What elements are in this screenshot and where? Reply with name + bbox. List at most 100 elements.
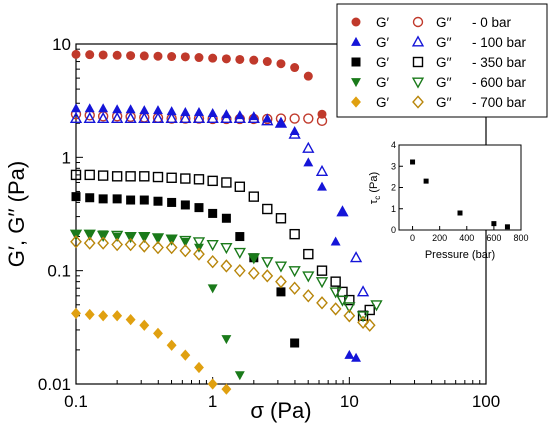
data-point — [302, 271, 315, 283]
data-point — [234, 371, 245, 381]
legend-marker-filled — [351, 17, 361, 27]
data-point — [364, 304, 375, 316]
series-6 — [70, 169, 375, 321]
data-point — [138, 239, 151, 253]
data-point — [71, 192, 81, 202]
data-point — [207, 284, 218, 294]
legend-marker-filled — [351, 36, 361, 46]
data-point — [126, 51, 136, 61]
data-point — [220, 111, 233, 124]
data-point — [194, 203, 204, 213]
data-point — [180, 107, 191, 117]
data-point — [288, 127, 301, 139]
data-point — [125, 171, 136, 182]
main-markers — [69, 49, 383, 395]
data-point — [337, 206, 348, 216]
data-point — [153, 327, 163, 339]
data-point — [330, 276, 341, 287]
data-point — [207, 175, 218, 187]
inset-y-title-main: τ — [368, 199, 380, 204]
data-point — [247, 111, 260, 124]
data-point — [167, 197, 177, 207]
data-point — [275, 213, 287, 224]
data-point — [207, 378, 218, 390]
legend-label-pressure: - 700 bar — [472, 95, 527, 110]
data-point — [316, 296, 328, 310]
series-7 — [71, 230, 259, 381]
inset-y-tick-label: 2 — [391, 183, 396, 193]
series-9 — [71, 307, 232, 395]
data-point — [349, 251, 363, 263]
data-point — [247, 266, 260, 280]
data-point — [274, 261, 288, 273]
data-point — [85, 193, 95, 203]
data-point — [221, 335, 232, 345]
data-point — [71, 49, 81, 59]
data-point — [69, 111, 83, 124]
inset-data-point — [410, 159, 416, 165]
data-point — [221, 54, 231, 64]
data-point — [290, 63, 300, 73]
data-point — [303, 71, 313, 81]
data-point — [247, 253, 260, 265]
data-point — [370, 300, 383, 312]
legend-row: G′ G′′ - 600 bar — [351, 75, 527, 90]
data-point — [317, 181, 327, 191]
data-point — [330, 236, 341, 246]
data-point — [98, 103, 109, 113]
legend-label-gdoubleprime: G′′ — [436, 75, 452, 90]
data-point — [288, 266, 301, 278]
data-point — [85, 50, 95, 60]
data-point — [303, 157, 314, 167]
legend-row: G′ G′′ - 0 bar — [351, 15, 512, 30]
series-4 — [69, 111, 370, 297]
series-3 — [71, 103, 362, 362]
inset-data-point — [491, 221, 497, 227]
data-point — [220, 243, 233, 255]
data-point — [302, 289, 315, 303]
data-point — [262, 57, 272, 67]
inset-data-point — [504, 224, 510, 230]
data-point — [84, 308, 95, 321]
inset-data-point — [457, 210, 463, 216]
legend-label-gprime: G′ — [376, 15, 390, 30]
inset-y-axis: 0 1 2 3 4 — [391, 140, 403, 235]
legend-row: G′ G′′ - 350 bar — [351, 55, 527, 70]
data-point — [139, 105, 150, 115]
x-axis: 0.1 1 10 100 — [64, 377, 500, 411]
inset-y-tick-label: 0 — [391, 225, 396, 235]
legend-marker-filled — [351, 57, 361, 67]
data-point — [302, 141, 315, 153]
data-point — [138, 232, 151, 244]
data-point — [111, 230, 124, 242]
legend-label-gprime: G′ — [376, 55, 390, 70]
data-point — [71, 307, 81, 319]
legend-label-gprime: G′ — [376, 35, 390, 50]
data-point — [235, 232, 245, 242]
inset-plot-area — [398, 144, 522, 231]
data-point — [126, 195, 136, 205]
data-point — [303, 248, 314, 260]
inset-x-tick-label: 600 — [486, 233, 501, 243]
data-point — [138, 111, 151, 124]
data-point — [153, 105, 163, 115]
data-point — [206, 111, 219, 124]
data-point — [261, 269, 274, 283]
data-point — [165, 111, 178, 124]
data-point — [194, 361, 204, 374]
data-point — [180, 52, 190, 62]
data-point — [125, 313, 136, 326]
inset-y-title-sub: c — [373, 196, 382, 200]
data-point — [124, 111, 137, 124]
data-point — [343, 309, 356, 323]
series-8 — [69, 229, 383, 323]
data-point — [166, 339, 177, 351]
series-5 — [71, 192, 300, 348]
data-point — [336, 205, 349, 217]
inset-x-tick-label: 200 — [432, 233, 447, 243]
inset-x-tick-label: 0 — [410, 233, 415, 243]
data-point — [261, 257, 274, 269]
legend-label-pressure: - 100 bar — [472, 35, 527, 50]
series-0 — [71, 49, 313, 81]
